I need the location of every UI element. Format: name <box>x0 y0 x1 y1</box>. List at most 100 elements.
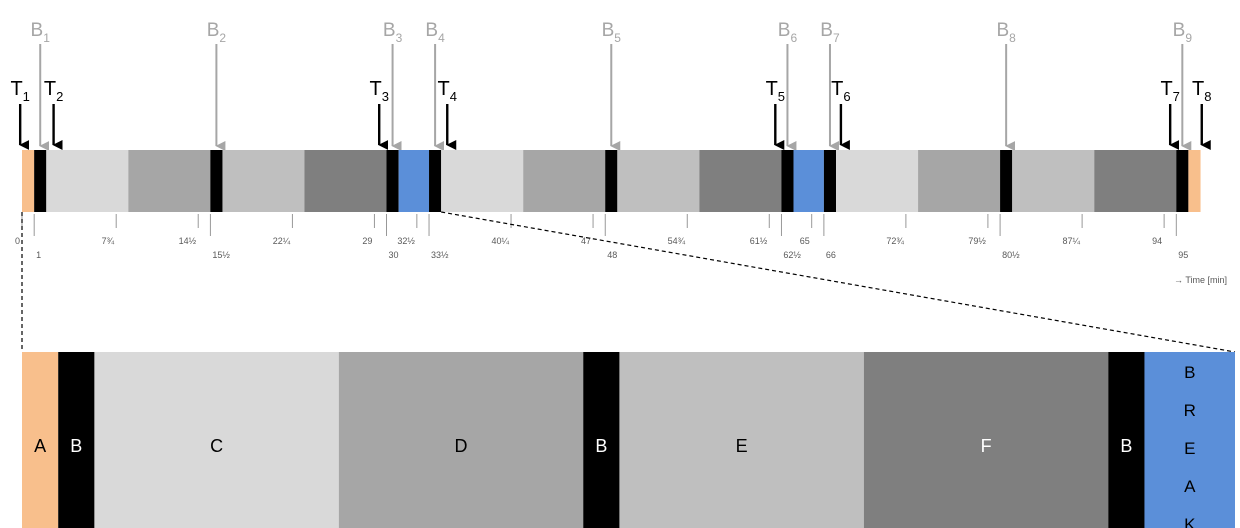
b-marker-label: B2 <box>207 20 227 45</box>
marker-subscript: 8 <box>1009 31 1016 45</box>
marker-subscript: 4 <box>450 89 457 104</box>
timeline-segment-e <box>222 150 305 212</box>
marker-subscript: 1 <box>43 31 50 45</box>
marker-base-letter: T <box>44 78 56 100</box>
tick-label: 15½ <box>212 250 230 260</box>
zoom-block-label: B <box>70 436 82 456</box>
tick-label: 62½ <box>783 250 801 260</box>
tick-label: 1 <box>36 250 41 260</box>
timeline-segment-b <box>605 150 618 212</box>
marker-base-letter: T <box>1160 78 1172 100</box>
zoom-connector-lines <box>21 211 1236 353</box>
t-marker-label: T1 <box>10 78 29 104</box>
marker-base-letter: B <box>996 20 1009 41</box>
timeline-segment-b <box>1000 150 1013 212</box>
b-marker-label: B1 <box>31 20 51 45</box>
tick-label: 7¾ <box>102 236 115 246</box>
t-marker-label: T4 <box>438 78 457 104</box>
tick-label: 40¼ <box>492 236 510 246</box>
tick-label: 22¼ <box>273 236 291 246</box>
b-marker-label: B5 <box>602 20 622 45</box>
marker-subscript: 9 <box>1185 31 1192 45</box>
timeline-segment-break <box>398 150 430 212</box>
t-marker-label: T5 <box>766 78 785 104</box>
tick-label: 32½ <box>397 236 415 246</box>
marker-base-letter: T <box>438 78 450 100</box>
t-marker-label: T3 <box>369 78 388 104</box>
timeline-segment-b <box>210 150 223 212</box>
tick-label: 87¼ <box>1063 236 1081 246</box>
marker-base-letter: T <box>766 78 778 100</box>
timeline-segment-d <box>523 150 606 212</box>
marker-base-letter: B <box>602 20 615 41</box>
t-marker-label: T7 <box>1160 78 1179 104</box>
marker-subscript: 6 <box>843 89 850 104</box>
marker-base-letter: T <box>369 78 381 100</box>
b-marker-label: B7 <box>820 20 840 45</box>
marker-subscript: 4 <box>438 31 445 45</box>
timeline-bar <box>22 150 1201 212</box>
marker-base-letter: B <box>778 20 791 41</box>
tick-label: 33½ <box>431 250 449 260</box>
b-marker-label: B9 <box>1173 20 1193 45</box>
timeline-segment-b <box>823 150 837 212</box>
tick-label: 0 <box>15 236 20 246</box>
marker-subscript: 3 <box>382 89 389 104</box>
marker-base-letter: B <box>1173 20 1186 41</box>
b-marker-label: B8 <box>996 20 1016 45</box>
tick-label: 54¾ <box>668 236 686 246</box>
timeline-segment-e <box>617 150 700 212</box>
marker-base-letter: B <box>207 20 220 41</box>
zoom-block-label: B <box>1120 436 1132 456</box>
zoom-block-e <box>619 352 864 528</box>
tick-label: 47 <box>581 236 591 246</box>
zoom-block-b <box>58 352 95 528</box>
timeline-segment-f <box>304 150 387 212</box>
timeline-segment-f <box>1094 150 1177 212</box>
tick-label: 30 <box>389 250 399 260</box>
time-axis-ticks: 0 1 7¾ 14½ 15½ 22¼ 29 30 32½ 33½ 40¼ 47 48 54¾ 61½ 62½ 6… <box>15 214 1188 260</box>
zoom-connector-right <box>441 211 1236 353</box>
zoom-break-letter: K <box>1184 515 1196 528</box>
tick-label: 66 <box>826 250 836 260</box>
zoom-block-label: E <box>736 436 748 456</box>
t-marker-label: T6 <box>831 78 850 104</box>
marker-base-letter: B <box>31 20 44 41</box>
marker-subscript: 7 <box>833 31 840 45</box>
marker-base-letter: T <box>1192 78 1204 100</box>
marker-subscript: 6 <box>790 31 797 45</box>
tick-label: 72¾ <box>886 236 904 246</box>
marker-subscript: 2 <box>219 31 226 45</box>
t-marker-label: T2 <box>44 78 63 104</box>
timeline-segment-d <box>918 150 1001 212</box>
b-marker-label: B6 <box>778 20 798 45</box>
timeline-segment-b <box>386 150 399 212</box>
tick-label: 61½ <box>750 236 768 246</box>
marker-subscript: 5 <box>778 89 785 104</box>
timeline-segment-break <box>793 150 824 212</box>
tick-label: 95 <box>1178 250 1188 260</box>
t-marker-label: T8 <box>1192 78 1211 104</box>
zoom-block-a <box>22 352 59 528</box>
b-marker-label: B4 <box>425 20 445 45</box>
marker-base-letter: B <box>425 20 438 41</box>
timeline-segment-b <box>781 150 794 212</box>
tick-label: 14½ <box>179 236 197 246</box>
tick-label: 48 <box>607 250 617 260</box>
timeline-segment-b <box>429 150 442 212</box>
marker-subscript: 2 <box>56 89 63 104</box>
timeline-segment-c <box>836 150 919 212</box>
zoom-break-letter: E <box>1184 439 1195 458</box>
zoom-block-label: A <box>34 436 46 456</box>
timeline-segment-b <box>34 150 47 212</box>
marker-base-letter: T <box>10 78 22 100</box>
timeline-segment-a <box>22 150 35 212</box>
tick-label: 94 <box>1152 236 1162 246</box>
marker-subscript: 5 <box>614 31 621 45</box>
marker-subscript: 1 <box>23 89 30 104</box>
marker-base-letter: T <box>831 78 843 100</box>
timeline-segment-d <box>128 150 211 212</box>
zoom-block-label: C <box>210 436 223 456</box>
